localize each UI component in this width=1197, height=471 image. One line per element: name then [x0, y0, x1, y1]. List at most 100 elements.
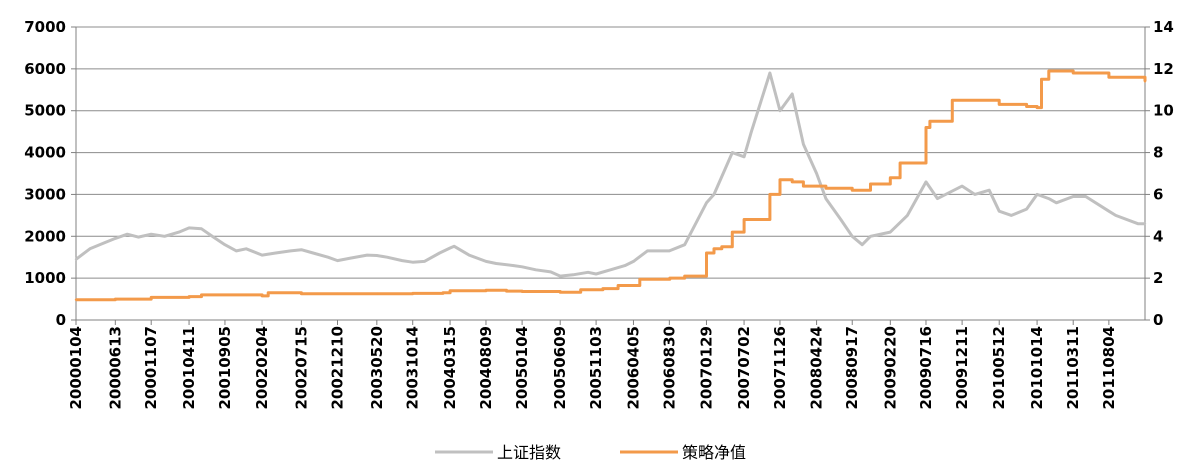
data-point: [448, 246, 452, 250]
x-tick-label: 20000613: [106, 326, 124, 410]
x-tick-label: 20080424: [808, 326, 826, 410]
data-point: [889, 176, 892, 179]
data-point: [924, 180, 928, 184]
data-point: [668, 249, 671, 253]
legend-label: 策略净值: [682, 443, 746, 462]
x-tick-label: 20090220: [881, 326, 899, 410]
x-tick-label: 20060830: [660, 326, 678, 410]
data-point: [300, 248, 303, 251]
data-point: [960, 184, 964, 188]
data-point: [623, 264, 627, 267]
legend: 上证指数 策略净值: [435, 443, 746, 462]
data-point: [632, 260, 635, 263]
data-point: [401, 259, 404, 262]
data-point: [815, 184, 818, 188]
data-point: [200, 293, 203, 297]
data-point: [601, 287, 605, 290]
data-point: [791, 92, 794, 96]
data-point: [1040, 78, 1043, 81]
data-point: [1047, 69, 1051, 73]
data-point: [423, 260, 426, 263]
data-point: [1136, 76, 1140, 79]
data-point: [415, 292, 419, 295]
data-point: [484, 289, 488, 292]
right-tick-label: 2: [1153, 269, 1163, 287]
data-point: [187, 295, 191, 298]
data-point: [742, 218, 746, 221]
data-point: [731, 151, 734, 154]
x-tick-label: 20110804: [1100, 326, 1118, 410]
x-tick-label: 20020204: [253, 326, 271, 410]
data-point: [1035, 193, 1039, 196]
data-point: [245, 247, 248, 250]
x-tick-label: 20021210: [329, 326, 347, 410]
data-point: [385, 256, 389, 259]
data-point: [824, 197, 828, 200]
data-point: [824, 187, 828, 190]
x-tick-label: 20071126: [771, 326, 789, 410]
left-tick-label: 0: [56, 311, 66, 329]
data-point: [1010, 214, 1013, 217]
data-point: [1136, 222, 1140, 225]
data-point: [467, 253, 471, 257]
data-point: [200, 227, 203, 230]
data-point: [632, 284, 635, 287]
left-tick-label: 4000: [24, 144, 66, 162]
data-point: [683, 243, 686, 246]
x-tick-label: 20060405: [624, 326, 642, 410]
data-point: [300, 292, 303, 295]
data-point: [411, 261, 414, 264]
data-point: [441, 291, 445, 294]
data-point: [1107, 210, 1111, 213]
data-point: [1143, 222, 1147, 225]
x-tick-label: 20101014: [1028, 326, 1046, 410]
data-point: [802, 143, 805, 146]
data-point: [898, 161, 902, 165]
data-point: [267, 291, 270, 294]
data-point: [1143, 80, 1147, 83]
data-point: [869, 235, 872, 238]
data-point: [861, 243, 864, 246]
data-point: [274, 251, 277, 255]
data-point: [103, 241, 107, 244]
data-point: [311, 251, 315, 255]
data-point: [1107, 76, 1111, 79]
x-tick-label: 20010905: [216, 326, 234, 410]
data-point: [505, 289, 508, 293]
data-point: [212, 235, 215, 239]
data-point: [245, 293, 248, 297]
data-point: [646, 249, 649, 253]
data-point: [1025, 207, 1028, 211]
data-point: [1072, 195, 1075, 198]
right-tick-label: 0: [1153, 311, 1163, 329]
data-point: [1084, 195, 1087, 198]
data-point: [973, 193, 976, 196]
data-point: [861, 189, 864, 192]
data-point: [260, 294, 264, 298]
x-tick-label: 20091211: [953, 326, 971, 410]
data-point: [928, 120, 932, 123]
x-tick-label: 20030520: [368, 326, 386, 410]
right-tick-label: 14: [1153, 18, 1174, 36]
data-point: [750, 218, 753, 221]
data-point: [235, 249, 238, 253]
x-tick-label: 20001107: [142, 326, 160, 410]
data-point: [638, 278, 641, 281]
data-point: [114, 297, 117, 301]
left-tick-label: 5000: [24, 102, 66, 120]
data-point: [594, 272, 598, 276]
data-point: [559, 291, 562, 294]
right-axis-ticks: 0 2 4 6 8 10 12 14: [1145, 18, 1174, 329]
data-point: [750, 130, 753, 133]
right-tick-label: 8: [1153, 144, 1163, 162]
data-point: [512, 264, 515, 267]
data-point: [1035, 106, 1039, 109]
data-point: [559, 274, 562, 278]
right-tick-label: 4: [1153, 227, 1163, 245]
legend-label: 上证指数: [497, 443, 561, 462]
data-point: [375, 292, 378, 295]
series-layer: [74, 69, 1147, 302]
data-point: [349, 256, 352, 260]
data-point: [705, 251, 708, 255]
